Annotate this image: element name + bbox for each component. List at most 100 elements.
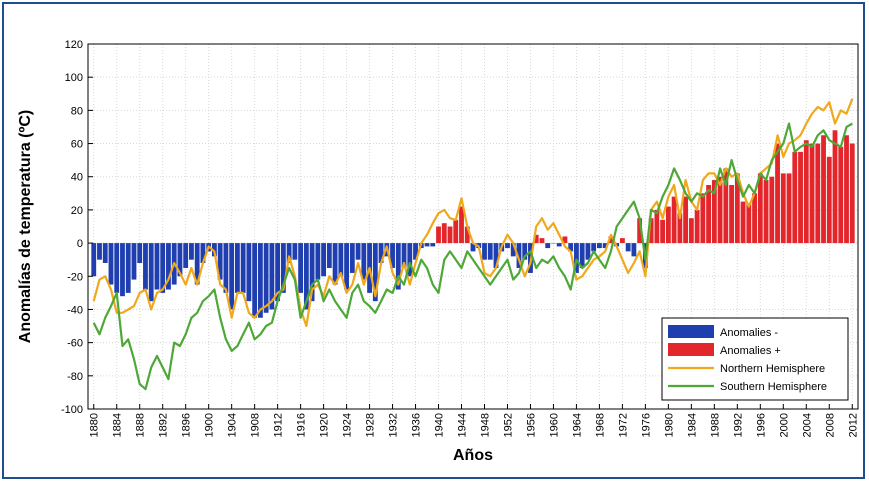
hemisphere-lines — [92, 98, 854, 391]
bar-anomaly-negative — [97, 243, 102, 260]
x-tick-label: 1944 — [457, 413, 469, 437]
bar-anomaly-positive — [815, 143, 821, 244]
bar-anomaly-positive — [660, 219, 666, 244]
bar-anomaly-positive — [832, 130, 838, 244]
x-tick-label: 1896 — [181, 413, 193, 437]
bar-anomaly-negative — [257, 243, 263, 318]
y-tick-label: -60 — [67, 338, 83, 350]
x-tick-label: 1900 — [204, 413, 216, 437]
x-tick-label: 1968 — [594, 413, 606, 437]
bar-anomaly-positive — [792, 151, 798, 244]
bar-anomaly-positive — [786, 173, 792, 244]
bar-anomaly-positive — [838, 146, 844, 244]
bar-anomaly-negative — [292, 243, 298, 260]
bar-anomaly-negative — [194, 243, 200, 285]
bar-anomaly-negative — [510, 243, 516, 257]
bar-anomaly-negative — [631, 243, 637, 257]
x-tick-label: 1972 — [617, 413, 629, 437]
bar-anomaly-negative — [332, 243, 338, 285]
bar-anomaly-negative — [407, 243, 413, 277]
bar-anomaly-negative — [275, 243, 281, 302]
x-tick-label: 1992 — [732, 413, 744, 437]
bar-anomaly-positive — [694, 209, 700, 244]
bar-anomaly-positive — [539, 238, 545, 244]
bar-anomaly-negative — [298, 243, 304, 293]
bar-anomaly-negative — [545, 243, 551, 249]
bar-anomaly-negative — [482, 243, 487, 260]
bar-anomaly-positive — [740, 201, 746, 244]
bar-anomaly-negative — [372, 243, 378, 302]
bar-anomaly-positive — [809, 143, 815, 244]
bar-anomaly-negative — [286, 243, 292, 263]
bar-anomaly-positive — [723, 168, 729, 244]
y-tick-label: -40 — [67, 304, 83, 316]
bar-anomaly-positive — [757, 173, 763, 244]
bar-anomaly-positive — [562, 236, 568, 244]
y-tick-label: 120 — [65, 39, 83, 51]
y-tick-label: 0 — [77, 238, 83, 250]
line-northern-hemisphere — [92, 98, 854, 328]
y-tick-label: 100 — [65, 72, 83, 84]
x-tick-label: 1908 — [250, 413, 262, 437]
bar-anomaly-negative — [424, 243, 430, 247]
x-tick-label: 1880 — [89, 413, 101, 437]
bar-anomaly-negative — [246, 243, 252, 302]
bar-anomaly-negative — [355, 243, 361, 260]
bar-anomaly-negative — [556, 243, 562, 247]
bar-anomaly-negative — [309, 243, 315, 302]
bar-anomaly-negative — [125, 243, 131, 293]
bar-anomaly-positive — [798, 151, 803, 244]
bar-anomaly-positive — [711, 180, 717, 244]
bar-anomaly-positive — [441, 223, 447, 244]
bar-anomaly-negative — [252, 243, 258, 318]
x-tick-label: 1924 — [342, 413, 354, 437]
bar-anomaly-positive — [752, 193, 757, 244]
x-tick-label: 1984 — [686, 413, 698, 437]
bar-anomaly-negative — [303, 243, 309, 310]
bar-anomaly-positive — [746, 203, 752, 244]
bar-anomaly-negative — [602, 243, 608, 249]
bar-anomaly-negative — [91, 243, 97, 277]
x-tick-label: 1976 — [640, 413, 652, 437]
bar-anomaly-negative — [349, 243, 355, 273]
x-tick-label: 1892 — [158, 413, 170, 437]
bar-anomaly-positive — [700, 193, 706, 244]
line-southern-hemisphere — [92, 122, 853, 391]
bar-anomaly-negative — [102, 243, 108, 263]
bar-anomaly-negative — [263, 243, 269, 313]
bar-anomaly-negative — [223, 243, 229, 293]
bar-anomaly-negative — [131, 243, 137, 280]
bar-anomaly-negative — [269, 243, 275, 310]
grid-lines — [88, 43, 858, 410]
bar-anomaly-positive — [844, 135, 849, 244]
bar-anomaly-negative — [177, 243, 183, 277]
bar-anomaly-negative — [493, 243, 499, 268]
bar-anomaly-positive — [683, 196, 689, 244]
bar-anomaly-negative — [137, 243, 143, 263]
bar-anomaly-negative — [522, 243, 528, 260]
x-tick-label: 1884 — [112, 413, 124, 437]
bar-anomaly-negative — [315, 243, 321, 280]
bar-anomaly-positive — [763, 180, 769, 244]
bar-anomaly-negative — [229, 243, 235, 310]
bar-anomaly-negative — [183, 243, 189, 268]
bar-anomaly-positive — [654, 209, 660, 244]
bar-anomaly-negative — [344, 243, 349, 290]
bar-anomaly-negative — [160, 243, 166, 293]
bar-anomaly-positive — [780, 173, 786, 244]
bar-anomaly-negative — [574, 243, 579, 273]
bar-anomaly-negative — [120, 243, 125, 297]
bar-anomaly-negative — [568, 243, 574, 252]
x-tick-label: 1988 — [709, 413, 721, 437]
bar-anomaly-positive — [803, 140, 809, 244]
bar-anomaly-positive — [464, 226, 470, 244]
bar-anomaly-negative — [395, 243, 401, 290]
x-tick-label: 1996 — [755, 413, 767, 437]
x-tick-label: 1888 — [135, 413, 147, 437]
bar-anomaly-negative — [212, 243, 217, 257]
x-tick-label: 1960 — [548, 413, 560, 437]
y-axis-label: Anomalías de temperatura (ºC) — [17, 110, 34, 343]
bar-anomaly-negative — [516, 243, 522, 268]
bar-anomaly-negative — [470, 243, 476, 252]
